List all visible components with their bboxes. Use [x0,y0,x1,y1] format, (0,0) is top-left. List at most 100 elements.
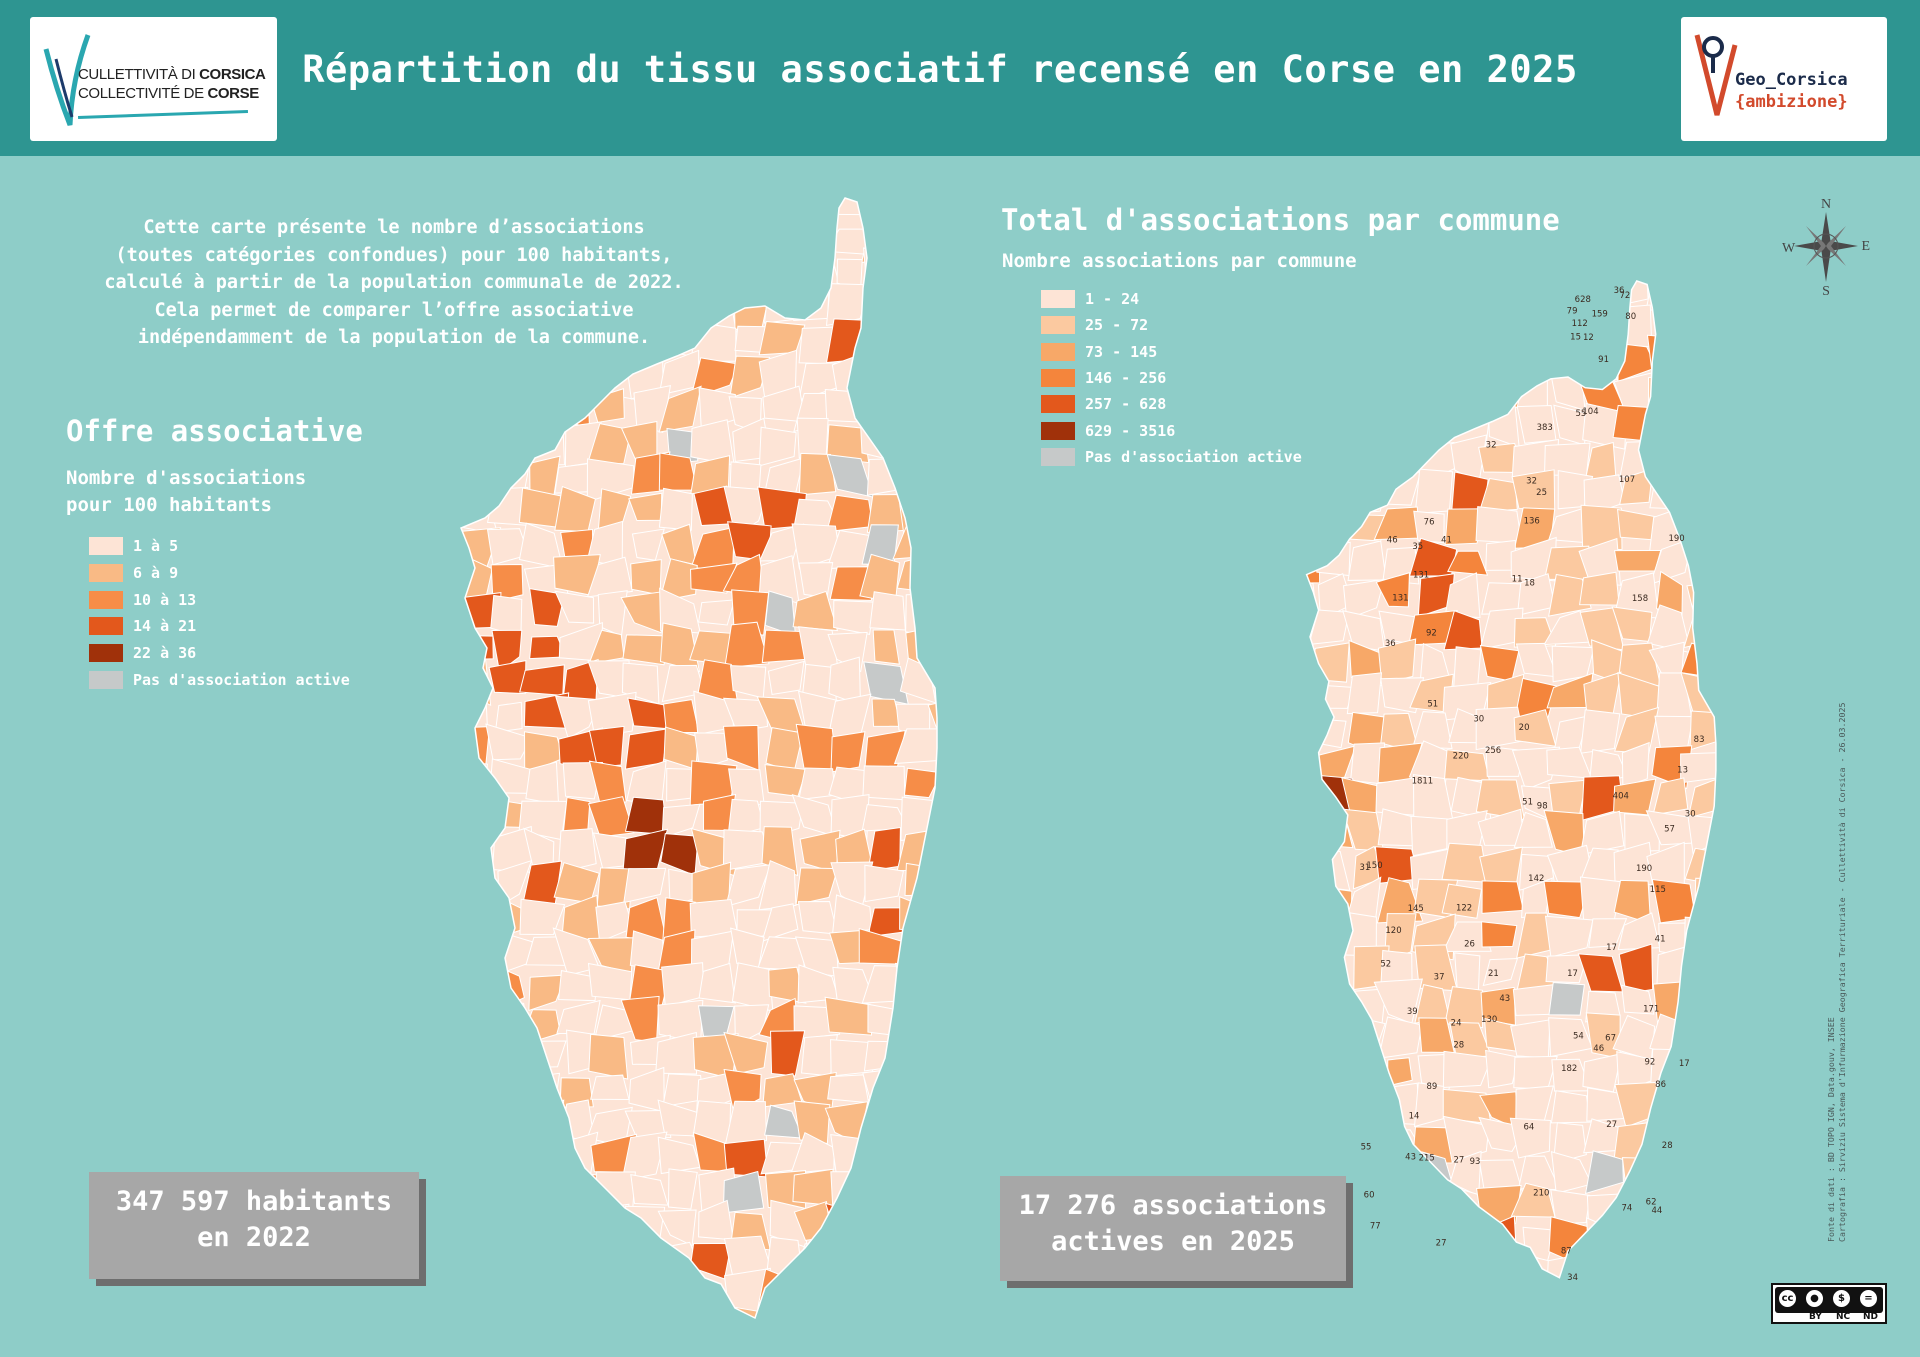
commune-shape [461,801,466,839]
commune-count-label: 89 [1426,1082,1437,1092]
commune-shape [1682,1187,1716,1228]
commune-shape [1656,1082,1695,1130]
commune-count-label: 55 [1575,409,1586,419]
commune-shape [552,247,598,288]
commune-shape [933,461,937,495]
commune-shape [1588,918,1628,948]
commune-shape [1510,333,1553,376]
commune-shape [1652,1251,1688,1278]
commune-shape [461,1104,495,1148]
commune-shape [1621,741,1650,789]
commune-shape [1755,1084,1760,1126]
commune-shape [461,860,496,901]
commune-shape [1723,1185,1760,1229]
commune-shape [1654,715,1694,750]
commune-shape [1648,1222,1688,1254]
commune-shape [461,658,492,707]
commune-count-label: 64 [1523,1123,1534,1133]
commune-shape [627,198,667,225]
commune-count-label: 60 [1364,1191,1375,1201]
intro-line: Cela permet de comparer l’offre associat… [154,299,634,321]
commune-count-label: 44 [1651,1206,1662,1216]
commune-count-label: 159 [1592,310,1608,320]
commune-shape [1719,1116,1760,1159]
commune-count-label: 92 [1426,629,1437,639]
commune-count-label: 28 [1662,1141,1673,1151]
commune-shape [521,198,563,222]
commune-count-label: 20 [1519,723,1530,733]
commune-shape [587,796,635,838]
commune-shape [1715,1151,1716,1196]
commune-count-label: 32 [1526,477,1537,487]
commune-shape [894,1133,937,1179]
commune-shape [1306,651,1319,685]
commune-shape [793,1100,831,1145]
commune-shape [660,216,702,259]
commune-count-label: 80 [1625,312,1636,322]
associations-stat-line2: actives en 2025 [1051,1226,1295,1257]
commune-shape [596,198,628,227]
commune-shape [928,198,937,222]
commune-shape [1724,481,1760,516]
right-choropleth-map: 1241211314831718433487131241071591901151… [1305,280,1760,1307]
commune-shape [1306,1085,1313,1126]
commune-shape [1748,344,1760,381]
commune-count-label: 55 [1361,1142,1372,1152]
commune-shape [929,559,937,597]
commune-shape [658,558,698,602]
commune-count-label: 79 [1567,307,1578,317]
commune-shape [461,389,500,432]
legend-item: Pas d'association active [1041,444,1302,470]
commune-count-label: 67 [1605,1034,1616,1044]
commune-count-label: 30 [1473,715,1484,725]
compass-n: N [1821,197,1831,212]
commune-shape [894,1167,937,1213]
commune-shape [1342,578,1385,620]
commune-shape [1652,443,1692,474]
commune-shape [1382,1185,1421,1232]
commune-shape [906,1344,940,1348]
commune-shape [1487,331,1524,383]
intro-line: calculé à partir de la population commun… [104,272,684,293]
legend-label: 73 - 145 [1085,342,1158,361]
commune-shape [1753,745,1760,777]
commune-shape [590,1240,636,1283]
commune-shape [858,1234,904,1273]
commune-shape [490,1168,527,1211]
legend-swatch [89,564,123,583]
commune-shape [1725,1081,1760,1123]
commune-shape [461,663,462,707]
commune-shape [899,1236,937,1279]
commune-shape [1652,777,1689,816]
commune-shape [904,1030,935,1079]
commune-shape [1383,913,1417,961]
commune-count-label: 12 [1583,333,1594,343]
commune-count-label: 190 [1668,534,1684,544]
commune-count-label: 120 [1385,926,1401,936]
commune-count-label: 76 [1424,517,1435,527]
commune-shape [866,198,896,220]
commune-shape [461,1004,466,1047]
commune-shape [1614,1256,1656,1278]
commune-shape [1685,1296,1723,1307]
ctc-logo-text: CULLETTIVITÀ DI CORSICA COLLECTIVITÉ DE … [78,66,266,102]
commune-shape [1749,911,1760,960]
commune-shape [1750,950,1760,993]
commune-count-label: 27 [1453,1156,1464,1166]
commune-shape [929,1240,937,1276]
commune-shape [461,1069,496,1114]
commune-shape [521,1267,570,1318]
commune-shape [758,215,798,261]
commune-count-label: 31 [1359,863,1370,873]
commune-shape [866,350,909,387]
commune-shape [528,974,568,1012]
commune-shape [868,1304,903,1318]
commune-shape [700,281,737,333]
commune-shape [623,867,667,904]
commune-count-label: 35 [1412,542,1423,552]
commune-shape [588,760,627,806]
commune-shape [1383,334,1418,378]
commune-shape [758,860,797,911]
commune-shape [532,281,557,322]
commune-count-label: 404 [1613,791,1629,801]
